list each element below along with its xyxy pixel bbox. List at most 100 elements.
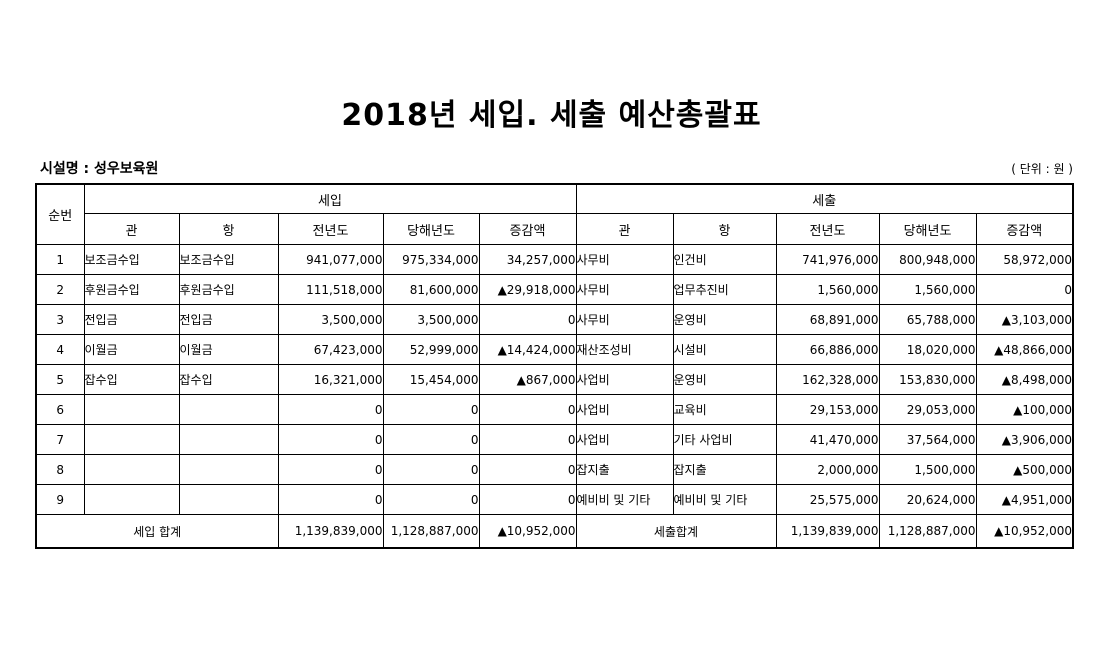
cell-expense-diff: ▲3,906,000 [975,424,1074,455]
cell-expense-gwan: 사무비 [575,244,674,275]
cell-income-prev: 16,321,000 [277,364,384,395]
cell-income-diff: 0 [478,484,577,515]
cell-income-hang [178,424,279,455]
cell-income-curr: 0 [382,484,480,515]
cell-income-gwan [83,424,180,455]
cell-expense-diff: ▲4,951,000 [975,484,1074,515]
cell-income-prev: 0 [277,394,384,425]
cell-expense-gwan: 잡지출 [575,454,674,485]
facility-name-label: 시설명 : 성우보육원 [40,161,159,177]
cell-expense-gwan: 사업비 [575,394,674,425]
income-total-diff: ▲10,952,000 [478,514,577,549]
header-row-subcolumns: 관 항 전년도 당해년도 증감액 관 항 전년도 당해년도 증감액 [36,213,1074,245]
header-cell-no: 순번 [35,183,85,245]
cell-expense-hang: 시설비 [672,334,777,365]
cell-income-prev: 67,423,000 [277,334,384,365]
cell-income-gwan [83,484,180,515]
cell-income-prev: 0 [277,424,384,455]
header-cell-expense-hang: 항 [672,213,777,245]
cell-income-diff: 0 [478,424,577,455]
table-row: 7 0 0 0 사업비 기타 사업비 41,470,000 37,564,000… [35,424,1074,455]
unit-label: ( 단위 : 원 ) [1011,162,1073,176]
cell-expense-prev: 29,153,000 [775,394,880,425]
cell-expense-gwan: 사무비 [575,304,674,335]
cell-income-gwan: 전입금 [83,304,180,335]
cell-expense-hang: 교육비 [672,394,777,425]
cell-row-no: 5 [35,364,85,395]
header-cell-expense: 세출 [575,183,1074,214]
cell-row-no: 6 [35,394,85,425]
cell-income-prev: 941,077,000 [277,244,384,275]
cell-expense-gwan: 사업비 [575,424,674,455]
cell-income-prev: 0 [277,454,384,485]
cell-income-diff: ▲29,918,000 [478,274,577,305]
cell-income-diff: 0 [478,454,577,485]
header-cell-income-curr: 당해년도 [382,213,480,245]
cell-income-hang: 잡수입 [178,364,279,395]
cell-expense-diff: 0 [975,274,1074,305]
cell-expense-curr: 800,948,000 [878,244,977,275]
header-cell-expense-diff: 증감액 [975,213,1074,245]
cell-income-curr: 0 [382,454,480,485]
cell-expense-diff: ▲500,000 [975,454,1074,485]
cell-income-hang [178,454,279,485]
table-row: 2 후원금수입 후원금수입 111,518,000 81,600,000 ▲29… [35,274,1074,305]
cell-expense-hang: 인건비 [672,244,777,275]
header-cell-income-hang: 항 [178,213,279,245]
cell-expense-prev: 66,886,000 [775,334,880,365]
header-cell-income: 세입 [83,183,577,214]
cell-income-gwan [83,394,180,425]
income-total-prev: 1,139,839,000 [277,514,384,549]
cell-expense-prev: 162,328,000 [775,364,880,395]
cell-income-curr: 3,500,000 [382,304,480,335]
cell-income-gwan [83,454,180,485]
cell-expense-diff: ▲8,498,000 [975,364,1074,395]
cell-income-diff: 34,257,000 [478,244,577,275]
cell-expense-curr: 18,020,000 [878,334,977,365]
cell-income-gwan: 이월금 [83,334,180,365]
cell-income-hang: 후원금수입 [178,274,279,305]
header-cell-income-gwan: 관 [83,213,180,245]
cell-income-hang: 이월금 [178,334,279,365]
cell-income-curr: 975,334,000 [382,244,480,275]
cell-income-diff: ▲867,000 [478,364,577,395]
cell-expense-gwan: 사업비 [575,364,674,395]
table-row: 6 0 0 0 사업비 교육비 29,153,000 29,053,000 ▲1… [35,394,1074,425]
cell-expense-prev: 68,891,000 [775,304,880,335]
cell-expense-prev: 41,470,000 [775,424,880,455]
cell-income-diff: 0 [478,394,577,425]
cell-income-prev: 3,500,000 [277,304,384,335]
cell-income-gwan: 보조금수입 [83,244,180,275]
cell-expense-curr: 37,564,000 [878,424,977,455]
cell-income-curr: 81,600,000 [382,274,480,305]
cell-income-gwan: 후원금수입 [83,274,180,305]
meta-row: 시설명 : 성우보육원 ( 단위 : 원 ) [38,158,1073,180]
cell-expense-diff: ▲100,000 [975,394,1074,425]
cell-expense-diff: ▲48,866,000 [975,334,1074,365]
cell-expense-diff: 58,972,000 [975,244,1074,275]
cell-income-curr: 0 [382,424,480,455]
cell-expense-gwan: 사무비 [575,274,674,305]
cell-income-hang: 보조금수입 [178,244,279,275]
expense-total-curr: 1,128,887,000 [878,514,977,549]
cell-expense-prev: 2,000,000 [775,454,880,485]
table-row: 9 0 0 0 예비비 및 기타 예비비 및 기타 25,575,000 20,… [35,484,1074,515]
header-cell-expense-prev: 전년도 [775,213,880,245]
cell-income-diff: 0 [478,304,577,335]
cell-expense-gwan: 예비비 및 기타 [575,484,674,515]
cell-row-no: 8 [35,454,85,485]
cell-expense-hang: 업무추진비 [672,274,777,305]
header-cell-income-prev: 전년도 [277,213,384,245]
cell-expense-diff: ▲3,103,000 [975,304,1074,335]
cell-row-no: 7 [35,424,85,455]
cell-expense-hang: 운영비 [672,304,777,335]
cell-income-diff: ▲14,424,000 [478,334,577,365]
table-row: 4 이월금 이월금 67,423,000 52,999,000 ▲14,424,… [35,334,1074,365]
expense-total-prev: 1,139,839,000 [775,514,880,549]
cell-row-no: 2 [35,274,85,305]
table-row: 8 0 0 0 잡지출 잡지출 2,000,000 1,500,000 ▲500… [35,454,1074,485]
cell-expense-curr: 1,500,000 [878,454,977,485]
cell-expense-prev: 25,575,000 [775,484,880,515]
cell-income-curr: 0 [382,394,480,425]
